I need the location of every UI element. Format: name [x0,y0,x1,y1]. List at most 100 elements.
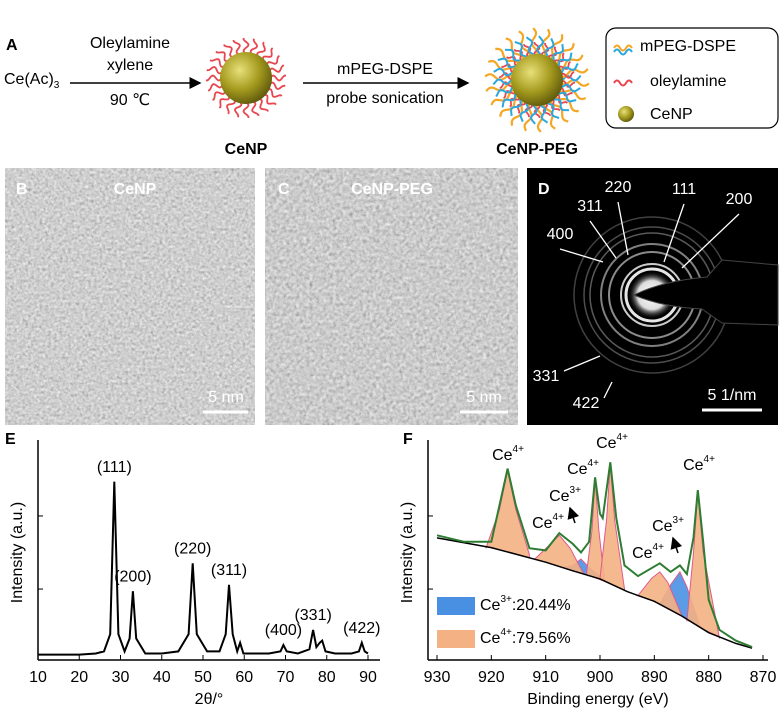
ring-label: 331 [533,368,560,385]
charge: 4+ [704,454,716,465]
nanoparticle [205,37,287,119]
species-label: Ce4+:79.56% [480,627,571,648]
ion: Ce [652,518,673,535]
ring-label: 400 [547,226,574,243]
legend-swatch [437,597,475,615]
legend-label: mPEG-DSPE [640,38,736,55]
ion: Ce [632,545,653,562]
ion: Ce [567,461,588,478]
x-tick-label: 70 [277,669,295,686]
peak-label: (200) [114,568,151,585]
image-label: CeNP [114,181,157,198]
nanoparticle [484,27,590,133]
legend-symbol [613,79,633,87]
ion: Ce [480,630,501,647]
peak-label: (331) [294,607,331,624]
particle [220,52,272,104]
ion: Ce [683,457,704,474]
component-peak [534,534,585,575]
pointer-arrow [567,506,580,524]
scale-label: 5 nm [466,389,502,406]
peak-label: (400) [265,622,302,639]
x-tick-label: 90 [359,669,377,686]
image-label: CeNP-PEG [351,181,433,198]
species-label: Ce4+ [596,432,628,453]
x-tick-label: 870 [750,669,777,686]
condition: probe sonication [326,90,443,107]
peak-label: (111) [97,459,132,476]
peak-label: (220) [174,540,211,557]
scale-label: 5 1/nm [708,387,757,404]
peak-label: (422) [343,620,380,637]
panel-letter: B [16,181,28,198]
x-tick-label: 930 [424,669,451,686]
charge: 3+ [570,485,582,496]
legend-label: CeNP [650,106,693,123]
legend-swatch [437,630,475,648]
ring-pointer [663,203,685,263]
ring-label: 200 [726,191,753,208]
x-tick-label: 50 [194,669,212,686]
charge: 4+ [513,444,525,455]
legend-symbol [618,106,634,122]
beam-stop [632,259,779,326]
scale-label: 5 nm [208,389,244,406]
ring-label: 422 [573,395,600,412]
ion: Ce [480,597,501,614]
tem-image [265,168,518,425]
x-tick-label: 10 [29,669,47,686]
product: CeNP [225,141,268,158]
ring-label: 220 [605,179,632,196]
ring-pointer [559,248,604,263]
x-tick-label: 920 [478,669,505,686]
y-axis-label: Intensity (a.u.) [399,502,416,603]
share: :79.56% [512,630,571,647]
reagent: Oleylamine [90,35,170,52]
reagent: mPEG-DSPE [337,61,433,78]
charge: 4+ [500,627,512,638]
background-line [436,537,753,649]
particle [511,54,563,106]
species-label: Ce3+ [652,515,684,536]
x-tick-label: 80 [318,669,336,686]
panel-letter: D [538,181,550,198]
x-tick-label: 910 [532,669,559,686]
component-peak [485,470,530,559]
ion: Ce [492,447,513,464]
legend-symbol [613,48,633,56]
species-label: Ce3+:20.44% [480,594,571,615]
reagent: xylene [107,57,153,74]
product: CeNP-PEG [496,141,578,158]
x-tick-label: 890 [641,669,668,686]
ring-pointer [563,355,601,372]
x-tick-label: 20 [70,669,88,686]
ring-pointer [589,220,617,259]
reactant-base: Ce(Ac) [4,71,54,88]
panel-letter: F [403,431,413,448]
charge: 3+ [500,594,512,605]
x-tick-label: 60 [235,669,253,686]
panel-letter: E [5,431,16,448]
panel-letter: C [278,181,290,198]
legend-label: oleylamine [650,73,727,90]
charge: 4+ [653,542,665,553]
reactant-subscript: 3 [54,80,60,91]
legend-box [605,27,779,129]
ion: Ce [532,515,553,532]
reactant: Ce(Ac)3 [4,71,60,90]
x-tick-label: 30 [112,669,130,686]
diffraction-rings [573,216,779,374]
species-label: Ce4+ [567,458,599,479]
legend-symbol [613,44,633,52]
species-label: Ce4+ [492,444,524,465]
ion: Ce [549,488,570,505]
x-tick-label: 900 [587,669,614,686]
charge: 4+ [617,432,629,443]
charge: 4+ [588,458,600,469]
xrd-pattern [38,481,369,656]
charge: 4+ [553,512,565,523]
species-label: Ce4+ [532,512,564,533]
species-label: Ce4+ [683,454,715,475]
ring-pointer [681,213,740,269]
tem-image [5,168,255,425]
